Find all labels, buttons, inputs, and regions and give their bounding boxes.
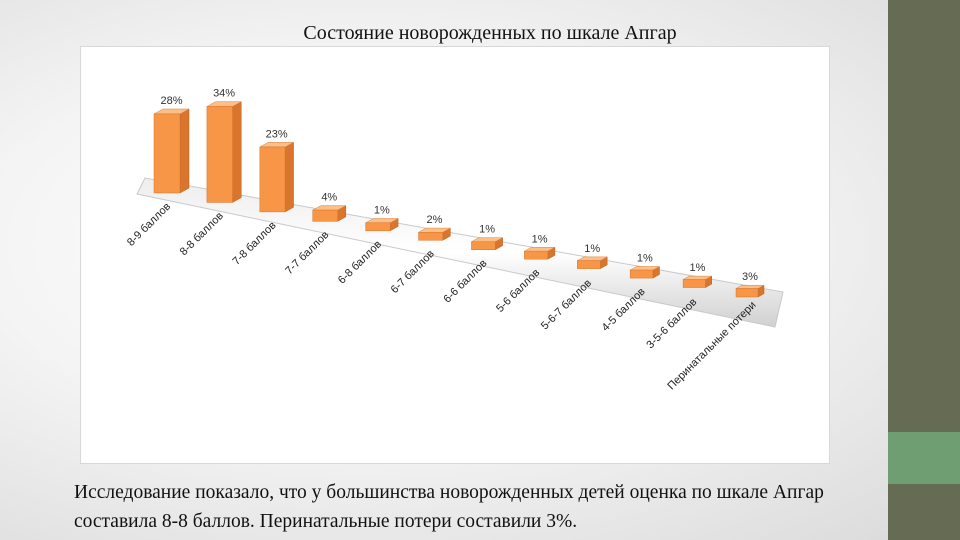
bar <box>365 218 399 232</box>
bar-front-face <box>365 222 391 232</box>
bar <box>418 227 451 241</box>
bar-front-face <box>629 269 654 279</box>
data-label: 2% <box>427 214 443 226</box>
bar <box>577 256 608 270</box>
bar-side-face <box>284 141 294 213</box>
data-label: 3% <box>742 271 758 283</box>
data-label: 1% <box>479 224 495 236</box>
bar <box>735 284 765 298</box>
bar <box>312 205 347 222</box>
category-label: 5-6-7 баллов <box>539 277 594 332</box>
bar <box>153 108 190 194</box>
category-label: 6-7 баллов <box>389 248 437 296</box>
bar-front-face <box>524 250 549 260</box>
bar-front-face <box>471 241 496 250</box>
slide-caption: Исследование показало, что у большинства… <box>74 482 824 532</box>
bar-side-face <box>232 101 242 203</box>
data-label: 1% <box>689 262 705 274</box>
data-label: 1% <box>637 252 653 264</box>
data-label: 1% <box>374 204 390 216</box>
bar <box>682 275 712 288</box>
category-label: 7-7 баллов <box>283 229 331 277</box>
bar-front-face <box>418 232 443 241</box>
category-label: 7-8 баллов <box>230 219 278 267</box>
bar <box>206 101 242 203</box>
bar-front-face <box>735 288 759 298</box>
data-label: 1% <box>584 243 600 255</box>
bar-side-face <box>179 108 190 194</box>
bar-front-face <box>153 113 181 194</box>
side-decoration-accent <box>888 432 960 484</box>
chart-floor <box>136 177 784 328</box>
bar-front-face <box>577 260 601 269</box>
slide-title: Состояние новорожденных по шкале Апгар <box>303 22 677 44</box>
data-label: 1% <box>532 233 548 245</box>
data-label: 23% <box>266 128 288 140</box>
chart-area: 28% 8-9 баллов 34% 8-8 баллов 23% 7-8 баллов 4… <box>80 46 830 464</box>
bar-chart-3d: 28% 8-9 баллов 34% 8-8 баллов 23% 7-8 баллов 4… <box>125 88 784 392</box>
bar-front-face <box>206 106 233 203</box>
bar-front-face <box>259 146 286 213</box>
bar-front-face <box>312 209 338 222</box>
bar <box>524 246 556 260</box>
category-label: 6-8 баллов <box>336 238 384 286</box>
data-label: 28% <box>160 95 182 107</box>
category-label: 8-8 баллов <box>178 210 226 258</box>
category-label: 6-6 баллов <box>441 257 489 305</box>
data-label: 34% <box>213 88 235 100</box>
bar <box>629 266 660 279</box>
bar-front-face <box>682 279 706 288</box>
data-label: 4% <box>321 192 337 204</box>
category-label: 8-9 баллов <box>125 200 173 248</box>
bar <box>471 237 503 251</box>
bar <box>259 141 294 213</box>
